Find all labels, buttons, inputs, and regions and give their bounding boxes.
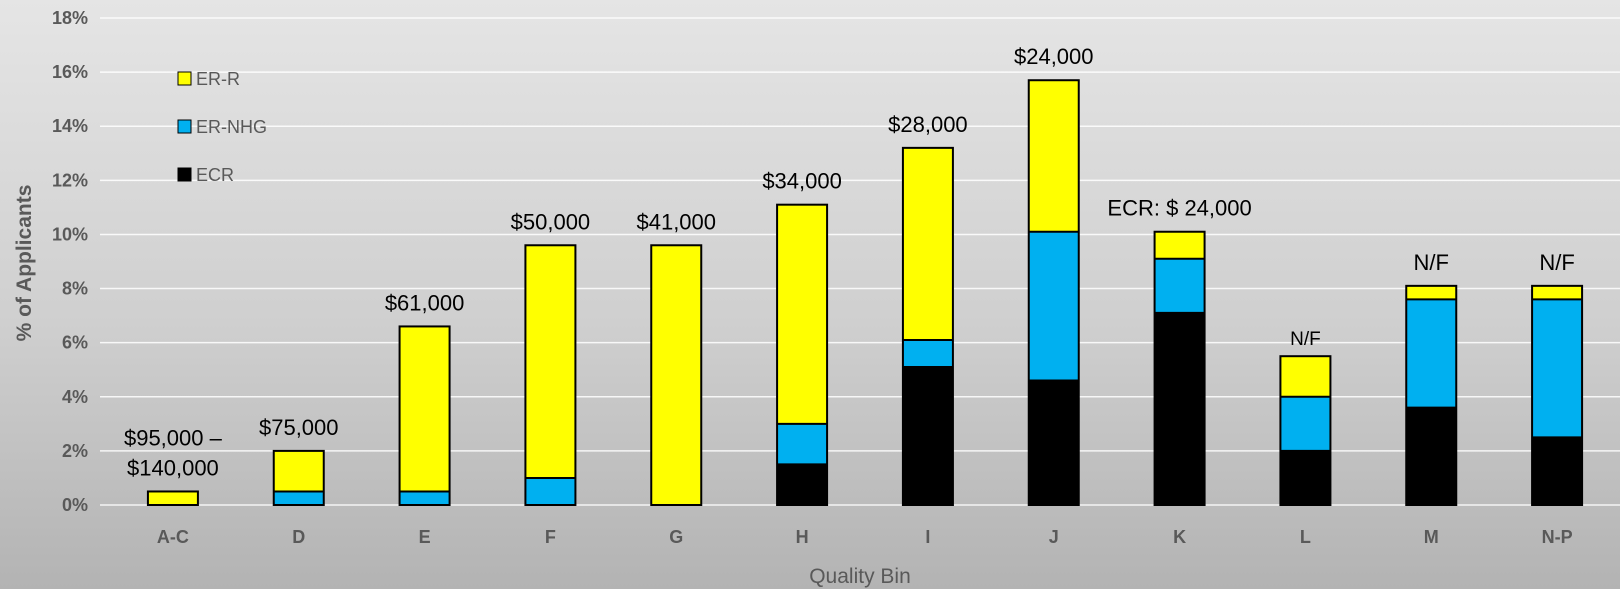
bar-er-nhg-f: [525, 477, 576, 505]
bar-value-label: $41,000: [636, 209, 716, 234]
bar-er-r-g: [651, 245, 702, 505]
bar-er-r-j: [1028, 80, 1079, 232]
y-tick-label: 2%: [62, 441, 88, 461]
bar-er-nhg-m: [1406, 299, 1457, 408]
bar-outline-i: [901, 146, 954, 506]
x-tick-label: F: [545, 527, 556, 547]
x-tick-label: N-P: [1542, 527, 1573, 547]
x-tick-label: J: [1049, 527, 1059, 547]
bar-outline-e: [398, 325, 451, 506]
bar-ecr-h: [777, 464, 828, 505]
y-tick-label: 16%: [52, 62, 88, 82]
bar-ecr-k: [1154, 312, 1205, 505]
y-tick-label: 4%: [62, 387, 88, 407]
legend-label-ecr: ECR: [196, 165, 234, 185]
bar-value-label: $140,000: [127, 455, 219, 480]
bar-value-label: $28,000: [888, 112, 968, 137]
bar-value-label: $50,000: [511, 209, 591, 234]
legend-label-er-r: ER-R: [196, 69, 240, 89]
bar-annotations: $95,000 – $140,000 $75,000 $61,000 $50,000 $4…: [124, 44, 1575, 480]
bars: [146, 79, 1584, 507]
bar-er-r-m: [1406, 285, 1457, 300]
bar-er-r-h: [777, 204, 828, 424]
bar-er-nhg-j: [1028, 231, 1079, 381]
gridlines: [100, 17, 1620, 506]
legend: ER-R ER-NHG ECR: [177, 69, 267, 185]
bar-er-nhg-h: [777, 423, 828, 465]
bar-outline-f: [524, 244, 577, 506]
bar-outline-l: [1279, 355, 1332, 507]
bar-outline-m: [1405, 284, 1458, 506]
x-tick-label: L: [1300, 527, 1311, 547]
bar-er-nhg-n-p: [1532, 299, 1583, 438]
x-tick-label: I: [925, 527, 930, 547]
bar-value-label: $95,000 –: [124, 425, 223, 450]
bar-outline-g: [650, 244, 703, 506]
x-tick-label: G: [669, 527, 683, 547]
legend-label-er-nhg: ER-NHG: [196, 117, 267, 137]
bar-er-nhg-e: [399, 491, 450, 505]
bar-er-nhg-k: [1154, 258, 1205, 313]
x-axis-title: Quality Bin: [809, 565, 911, 588]
x-tick-label: E: [419, 527, 431, 547]
y-tick-label: 14%: [52, 116, 88, 136]
bar-er-r-n-p: [1532, 285, 1583, 300]
x-tick-label: D: [292, 527, 305, 547]
bar-outline-h: [776, 203, 829, 507]
y-tick-label: 0%: [62, 495, 88, 515]
bar-er-r-a-c: [147, 491, 198, 505]
legend-swatch-er-nhg: [177, 119, 192, 134]
bar-value-label: $61,000: [385, 290, 465, 315]
bar-er-r-i: [902, 147, 953, 340]
y-axis-title: % of Applicants: [13, 185, 36, 342]
bar-er-nhg-d: [273, 491, 324, 505]
bar-value-label: $75,000: [259, 415, 339, 440]
y-axis-ticks: 0% 2% 4% 6% 8% 10% 12% 14% 16% 18%: [52, 8, 88, 515]
x-tick-label: K: [1173, 527, 1186, 547]
legend-swatch-ecr: [177, 167, 192, 182]
bar-outline-j: [1027, 79, 1080, 506]
bar-er-r-k: [1154, 231, 1205, 259]
bar-outline-d: [272, 449, 325, 506]
bar-er-r-d: [273, 450, 324, 492]
bar-ecr-l: [1280, 450, 1331, 505]
bar-outline-n-p: [1531, 284, 1584, 506]
bar-value-label: N/F: [1414, 250, 1449, 275]
bar-er-r-e: [399, 326, 450, 492]
bar-value-label: N/F: [1290, 329, 1321, 350]
x-axis-ticks: A-C D E F G H I J K L M N-P: [157, 527, 1573, 547]
x-tick-label: M: [1424, 527, 1439, 547]
bar-value-label: N/F: [1539, 250, 1574, 275]
bar-ecr-n-p: [1532, 437, 1583, 505]
bar-value-label: $34,000: [762, 169, 842, 194]
y-tick-label: 12%: [52, 170, 88, 190]
bar-ecr-i: [902, 367, 953, 505]
bar-value-label: $24,000: [1014, 44, 1094, 69]
bar-ecr-m: [1406, 407, 1457, 505]
y-tick-label: 10%: [52, 224, 88, 244]
y-tick-label: 8%: [62, 279, 88, 299]
y-tick-label: 6%: [62, 333, 88, 353]
bar-ecr-j: [1028, 380, 1079, 505]
bar-outline-k: [1153, 230, 1206, 506]
y-tick-label: 18%: [52, 8, 88, 28]
x-tick-label: A-C: [157, 527, 189, 547]
bar-er-nhg-i: [902, 339, 953, 368]
bar-value-label: ECR: $ 24,000: [1107, 196, 1251, 221]
bar-er-nhg-l: [1280, 396, 1331, 451]
bar-er-r-l: [1280, 356, 1331, 397]
bar-er-r-f: [525, 245, 576, 478]
legend-swatch-er-r: [177, 71, 192, 86]
x-tick-label: H: [796, 527, 809, 547]
bar-outline-a-c: [146, 490, 199, 507]
